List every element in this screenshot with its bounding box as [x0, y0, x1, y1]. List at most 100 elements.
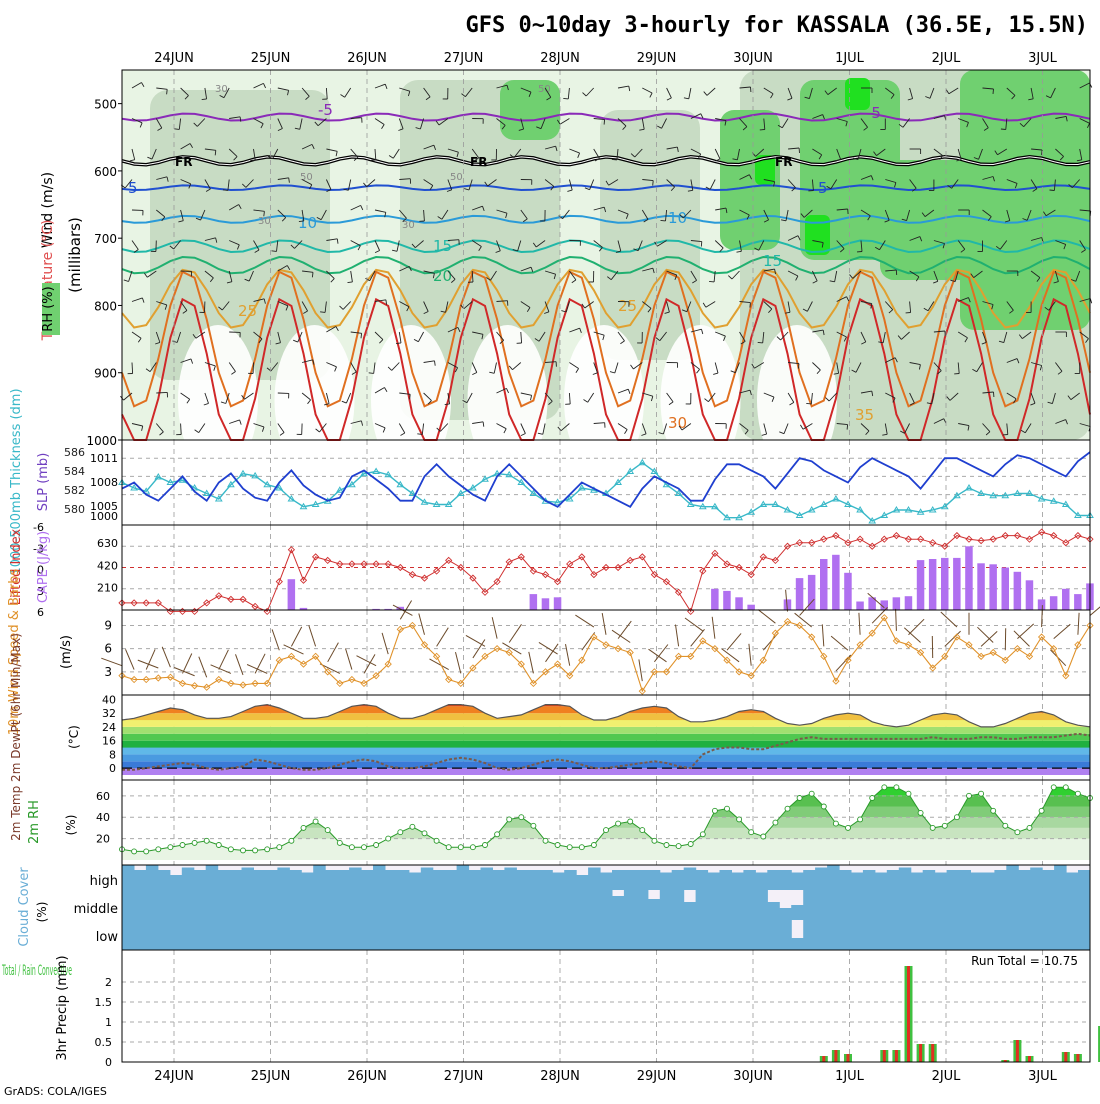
upper-wind-barb-feather [799, 364, 800, 369]
rh-point [712, 808, 717, 813]
cloud-bar [194, 870, 207, 890]
rh-point [1063, 785, 1068, 790]
cloud-bar [899, 890, 912, 920]
upper-wind-barb-feather [758, 342, 763, 343]
upper-wind-barb-feather [272, 251, 277, 252]
temp-tick: 16 [102, 735, 116, 748]
cloud-bar [994, 870, 1007, 890]
cloud-bar [242, 890, 255, 920]
cloud-bar [672, 870, 685, 890]
cloud-bar [588, 868, 601, 891]
upper-wind-barb-feather [750, 303, 751, 308]
rh-point [567, 845, 572, 850]
rh-point [930, 825, 935, 830]
cloud-bar [265, 890, 278, 920]
rh-point [700, 832, 705, 837]
rh-point [434, 838, 439, 843]
cloud-bar [911, 873, 924, 891]
cloud-bar [935, 890, 948, 920]
cloud-bar [230, 870, 243, 890]
upper-wind-barb-feather [223, 190, 228, 191]
cloud-bar [624, 890, 637, 920]
rh-point [1015, 830, 1020, 835]
cloud-bar [982, 890, 995, 920]
cape-bar [530, 594, 538, 610]
cape-bar [747, 605, 755, 610]
cloud-bar [648, 870, 661, 890]
cloud-bar [959, 920, 972, 950]
isotherm-label-35: 35 [855, 406, 874, 424]
cloud-bar [588, 890, 601, 920]
cloud-bar [349, 920, 362, 950]
precip-tick: 1 [105, 1016, 112, 1029]
cloud-bar [827, 920, 840, 950]
cloud-bar [206, 865, 219, 890]
rh-point [470, 845, 475, 850]
cape-bar [953, 558, 961, 610]
rh-green-zone [500, 80, 560, 140]
rh-tick: 60 [96, 790, 110, 803]
date-label-bottom: 28JUN [540, 1069, 580, 1084]
ylabel-rh-unit: (%) [64, 815, 78, 836]
cloud-bar [803, 870, 816, 890]
cloud-bar [254, 870, 267, 890]
cloud-bar [720, 890, 733, 920]
cloud-bar [1066, 873, 1079, 891]
cloud-bar [708, 920, 721, 950]
cloud-bar [504, 890, 517, 920]
date-label-top: 2JUL [932, 51, 962, 66]
cloud-bar [755, 873, 768, 891]
cloud-bar [994, 920, 1007, 950]
dry-pocket [371, 325, 451, 475]
cloud-bar [493, 870, 506, 890]
pressure-tick-label: 500 [94, 98, 117, 112]
rh-point [1051, 785, 1056, 790]
cloud-bar [971, 920, 984, 950]
rh-point [640, 828, 645, 833]
cloud-bar [242, 920, 255, 950]
slp-tick: 1000 [90, 510, 118, 523]
cloud-bar [887, 920, 900, 950]
cloud-bar [767, 870, 780, 890]
cloud-bar [158, 890, 171, 920]
cloud-bar [385, 890, 398, 920]
cape-bar [1002, 568, 1010, 611]
cloud-bar [313, 920, 326, 950]
rh-point [325, 828, 330, 833]
rh-point [761, 834, 766, 839]
cloud-bar [265, 920, 278, 950]
rh-point [495, 832, 500, 837]
rh-point [1039, 808, 1044, 813]
cloud-bar [445, 870, 458, 890]
rh-point [894, 785, 899, 790]
rh-point [277, 845, 282, 850]
cloud-bar [445, 890, 458, 920]
cloud-bar [1030, 890, 1043, 920]
cloud-bar [624, 920, 637, 950]
cloud-bar [146, 920, 159, 950]
cloud-bar [875, 890, 888, 920]
upper-wind-barb-feather [312, 272, 313, 277]
cloud-bar [696, 920, 709, 950]
cloud-bar [540, 890, 553, 920]
cloud-bar [421, 890, 434, 920]
cloud-bar [959, 870, 972, 890]
rh-point [241, 848, 246, 853]
ylabel-cloud-unit: (%) [35, 902, 49, 923]
cloud-bar [218, 870, 231, 890]
rh-label-30: 30 [402, 220, 415, 231]
temp-tick: 8 [109, 748, 116, 761]
dry-pocket [275, 325, 355, 475]
cloud-bar [481, 890, 494, 920]
cloud-bar [708, 890, 721, 920]
rh-point [785, 806, 790, 811]
cloud-bar [409, 920, 422, 950]
cloud-bar [743, 890, 756, 920]
precip-tick: 1.5 [95, 996, 113, 1009]
cloud-bar [373, 865, 386, 890]
temp-tick: 24 [102, 721, 116, 734]
cloud-level-label: middle [74, 902, 118, 917]
dry-pocket [468, 325, 548, 475]
cloud-bar [1054, 865, 1067, 890]
